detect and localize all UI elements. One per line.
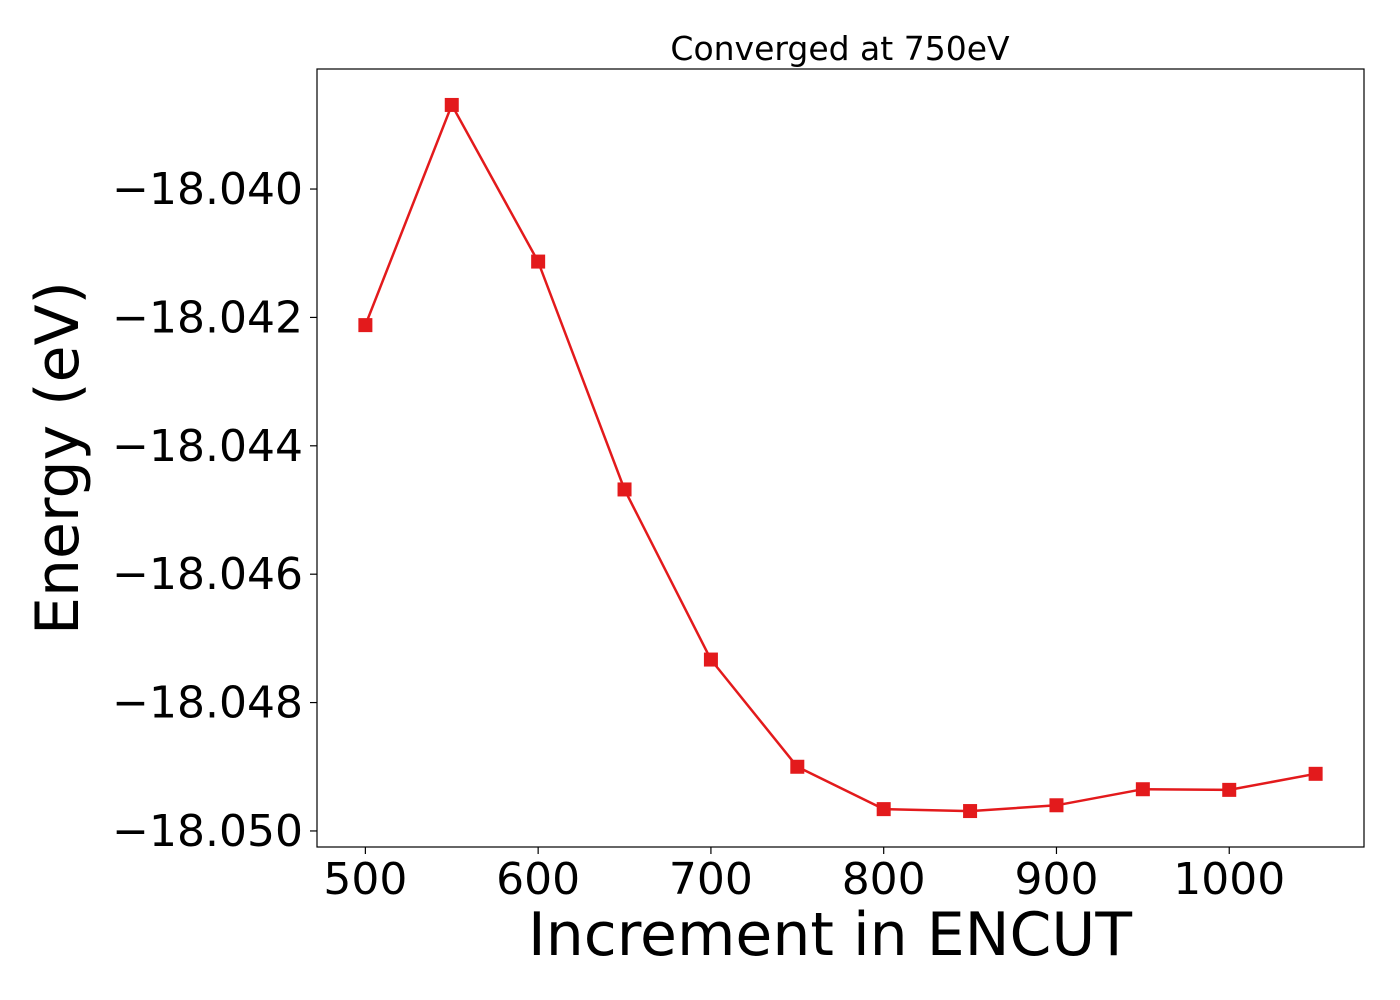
x-axis-label: Increment in ENCUT — [528, 900, 1132, 970]
x-tick-label: 800 — [842, 854, 926, 905]
data-point-marker — [963, 804, 978, 819]
chart-title: Converged at 750eV — [670, 29, 1010, 68]
data-point-marker — [1049, 798, 1064, 813]
data-point-marker — [444, 97, 459, 112]
data-point-marker — [358, 318, 373, 333]
data-point-marker — [531, 254, 546, 269]
x-tick-label: 500 — [323, 854, 407, 905]
y-axis-ticks: −18.040 −18.042 −18.044 −18.046 −18.048 −18.0… — [112, 164, 317, 857]
data-point-marker — [1222, 782, 1237, 797]
data-point-marker — [617, 482, 632, 497]
y-tick-label: −18.046 — [112, 549, 303, 600]
y-tick-label: −18.042 — [112, 292, 303, 343]
x-tick-label: 700 — [669, 854, 753, 905]
plot-frame — [316, 68, 1365, 848]
data-point-marker — [1135, 782, 1150, 797]
data-point-marker — [790, 759, 805, 774]
x-tick-label: 900 — [1014, 854, 1098, 905]
data-point-marker — [876, 802, 891, 817]
x-axis-ticks: 500 600 700 800 900 1000 — [323, 847, 1285, 905]
series-layer — [358, 97, 1323, 819]
y-tick-label: −18.044 — [112, 421, 303, 472]
energy-series-line — [364, 101, 1316, 813]
x-tick-label: 1000 — [1173, 854, 1285, 905]
y-tick-label: −18.048 — [112, 678, 303, 729]
y-tick-label: −18.050 — [112, 806, 303, 857]
x-tick-label: 600 — [496, 854, 580, 905]
y-tick-label: −18.040 — [112, 164, 303, 215]
data-point-marker — [1308, 766, 1323, 781]
data-point-marker — [703, 652, 718, 667]
y-axis-label: Energy (eV) — [23, 281, 93, 635]
